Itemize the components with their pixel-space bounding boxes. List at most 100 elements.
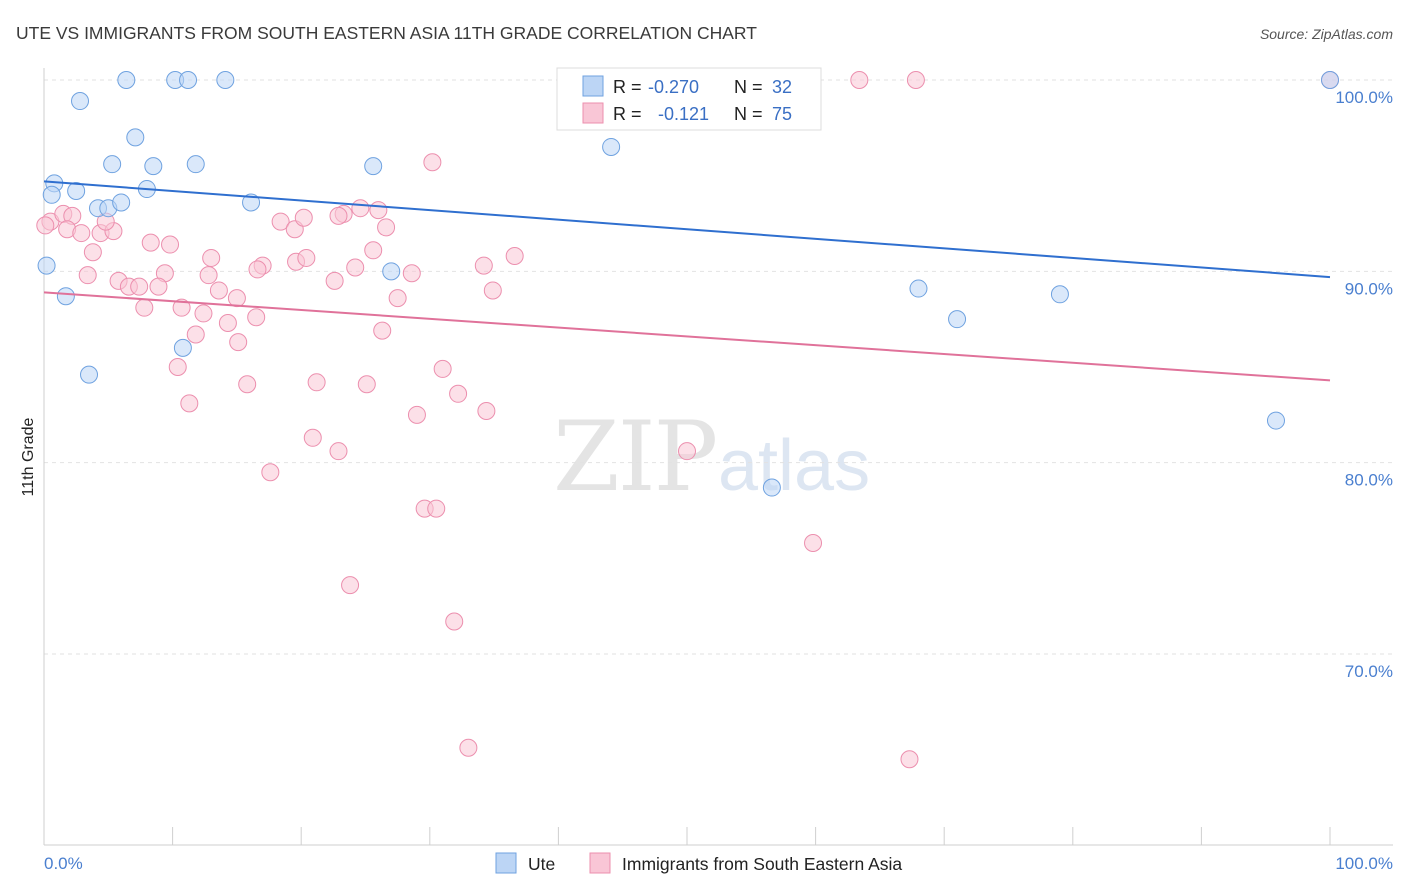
immigrants-point: [433, 359, 452, 378]
legend: Ute Immigrants from South Eastern Asia: [495, 852, 902, 874]
immigrants-point: [377, 218, 396, 237]
ute-point: [144, 157, 163, 176]
immigrants-point: [135, 298, 154, 317]
ute-point: [179, 71, 198, 89]
immigrants-point: [445, 612, 464, 631]
gridlines: [44, 79, 1393, 655]
stats-r-label-immigrants: R =: [613, 104, 642, 124]
immigrants-point: [78, 266, 97, 285]
immigrants-point: [402, 264, 421, 283]
legend-swatch-ute: [495, 852, 517, 874]
stats-n-value-immigrants: 75: [772, 104, 792, 124]
immigrants-point: [130, 277, 149, 296]
watermark: ZIP atlas: [553, 401, 870, 513]
immigrants-point: [72, 224, 91, 243]
ute-point: [242, 193, 261, 212]
immigrants-point: [459, 738, 478, 757]
ute-point: [67, 181, 86, 200]
immigrants-point: [227, 289, 246, 308]
stats-swatch-ute: [582, 75, 604, 97]
immigrants-point: [83, 243, 102, 262]
immigrants-point: [427, 499, 446, 518]
immigrants-point: [369, 201, 388, 220]
ute-point: [80, 365, 99, 384]
ute-point: [126, 128, 145, 147]
immigrants-point: [477, 402, 496, 421]
immigrants-point: [449, 384, 468, 403]
stats-r-value-immigrants: -0.121: [658, 104, 709, 124]
stats-n-label-ute: N =: [734, 77, 763, 97]
ute-point: [71, 92, 90, 111]
immigrants-point: [804, 534, 823, 553]
immigrants-point: [307, 373, 326, 392]
stats-box: R = -0.270 N = 32 R = -0.121 N = 75: [556, 67, 822, 131]
immigrants-point: [202, 248, 221, 267]
immigrants-point: [297, 248, 316, 267]
ute-point: [1266, 411, 1285, 430]
chart-title: UTE VS IMMIGRANTS FROM SOUTH EASTERN ASI…: [16, 23, 757, 43]
watermark-atlas: atlas: [718, 426, 870, 506]
immigrants-point: [351, 199, 370, 218]
immigrants-point: [271, 212, 290, 231]
immigrants-point: [248, 260, 267, 279]
immigrants-point: [373, 321, 392, 340]
ute-point: [602, 137, 621, 156]
immigrants-point: [186, 325, 205, 344]
immigrants-point: [346, 258, 365, 277]
immigrants-point: [168, 358, 187, 376]
ute-point: [382, 262, 401, 281]
immigrants-point: [483, 281, 502, 300]
immigrants-point: [407, 405, 426, 424]
immigrants-point: [180, 394, 199, 413]
x-tick-label-right: 100.0%: [1335, 854, 1393, 873]
trend-line-ute: [43, 180, 1331, 279]
immigrants-point: [850, 71, 869, 89]
immigrants-point: [247, 308, 266, 327]
immigrants-point: [678, 442, 696, 461]
ute-point: [117, 71, 136, 89]
x-tick-label-left: 0.0%: [44, 854, 83, 873]
legend-swatch-immigrants: [589, 852, 611, 874]
y-tick-label: 80.0%: [1345, 471, 1393, 490]
immigrants-point: [172, 298, 191, 317]
ute-point: [37, 256, 56, 275]
ute-point: [948, 310, 967, 329]
immigrants-point: [209, 281, 228, 300]
immigrants-point: [357, 375, 376, 394]
ute-point: [1321, 71, 1339, 89]
immigrants-point: [900, 750, 919, 769]
ute-point: [216, 71, 235, 89]
immigrants-point: [388, 289, 407, 308]
immigrants-point: [238, 375, 257, 394]
ute-point: [186, 155, 205, 174]
immigrants-point: [199, 266, 218, 285]
immigrants-point: [141, 233, 160, 252]
immigrants-point: [364, 241, 383, 260]
ute-point: [762, 478, 781, 497]
immigrants-point: [341, 576, 360, 595]
ute-point: [112, 193, 131, 212]
ute-point: [1050, 285, 1069, 304]
stats-swatch-immigrants: [582, 102, 604, 124]
immigrants-point: [229, 333, 248, 352]
legend-label-ute: Ute: [528, 854, 555, 874]
ute-point: [364, 157, 383, 176]
y-axis-label: 11th Grade: [20, 417, 37, 496]
legend-label-immigrants: Immigrants from South Eastern Asia: [622, 854, 902, 874]
y-tick-label: 100.0%: [1335, 88, 1393, 107]
stats-n-label-immigrants: N =: [734, 104, 763, 124]
ute-point: [909, 279, 928, 298]
immigrants-point: [505, 247, 524, 266]
chart-source: Source: ZipAtlas.com: [1260, 26, 1393, 42]
immigrants-point: [36, 216, 55, 235]
data-points: [36, 71, 1339, 769]
immigrants-point: [161, 235, 180, 254]
y-tick-label: 90.0%: [1345, 279, 1393, 298]
trend-line-immigrants: [43, 291, 1331, 382]
immigrants-point: [261, 463, 280, 482]
immigrants-point: [294, 208, 313, 227]
ute-point: [42, 185, 61, 204]
x-axis-ticks: [43, 827, 1331, 845]
ute-point: [56, 287, 75, 306]
